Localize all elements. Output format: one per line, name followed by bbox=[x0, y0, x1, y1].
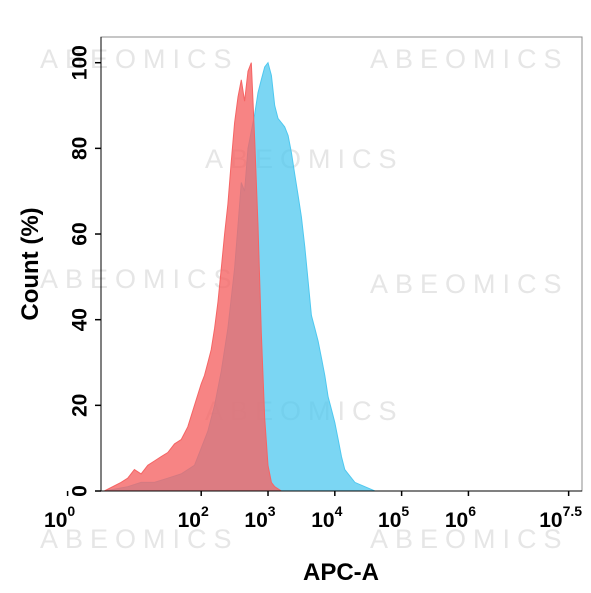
watermark-text: ABEOMICS bbox=[40, 44, 239, 74]
x-tick-label: 107.5 bbox=[539, 503, 582, 532]
y-tick-label: 40 bbox=[69, 308, 92, 331]
series-area-2 bbox=[104, 62, 582, 492]
watermark-text: ABEOMICS bbox=[370, 269, 569, 299]
y-axis-title: Count (%) bbox=[17, 207, 44, 320]
series-layer bbox=[104, 61, 582, 492]
y-tick-label: 60 bbox=[69, 222, 92, 245]
x-axis-title: APC-A bbox=[303, 559, 379, 586]
x-tick-label: 105 bbox=[378, 503, 409, 532]
watermark-text: ABEOMICS bbox=[40, 264, 239, 294]
x-tick-label: 104 bbox=[311, 503, 342, 532]
x-tick-label: 106 bbox=[445, 503, 476, 532]
watermark-text: ABEOMICS bbox=[370, 524, 569, 554]
y-axis: 0 20 40 60 80 100 bbox=[69, 37, 102, 497]
x-axis: 100 102 103 104 105 106 107.5 bbox=[44, 490, 582, 532]
y-tick-label: 100 bbox=[69, 45, 92, 80]
y-tick-label: 0 bbox=[69, 485, 92, 497]
watermark-text: ABEOMICS bbox=[370, 44, 569, 74]
y-tick-label: 80 bbox=[69, 137, 92, 160]
x-tick-label: 102 bbox=[178, 503, 209, 532]
x-tick-label: 100 bbox=[44, 503, 75, 532]
y-tick-label: 20 bbox=[69, 394, 92, 417]
watermark-text: ABEOMICS bbox=[40, 524, 239, 554]
watermark-layer: ABEOMICS ABEOMICS ABEOMICS ABEOMICS ABEOMICS… bbox=[40, 44, 569, 554]
x-tick-label: 103 bbox=[244, 503, 275, 532]
